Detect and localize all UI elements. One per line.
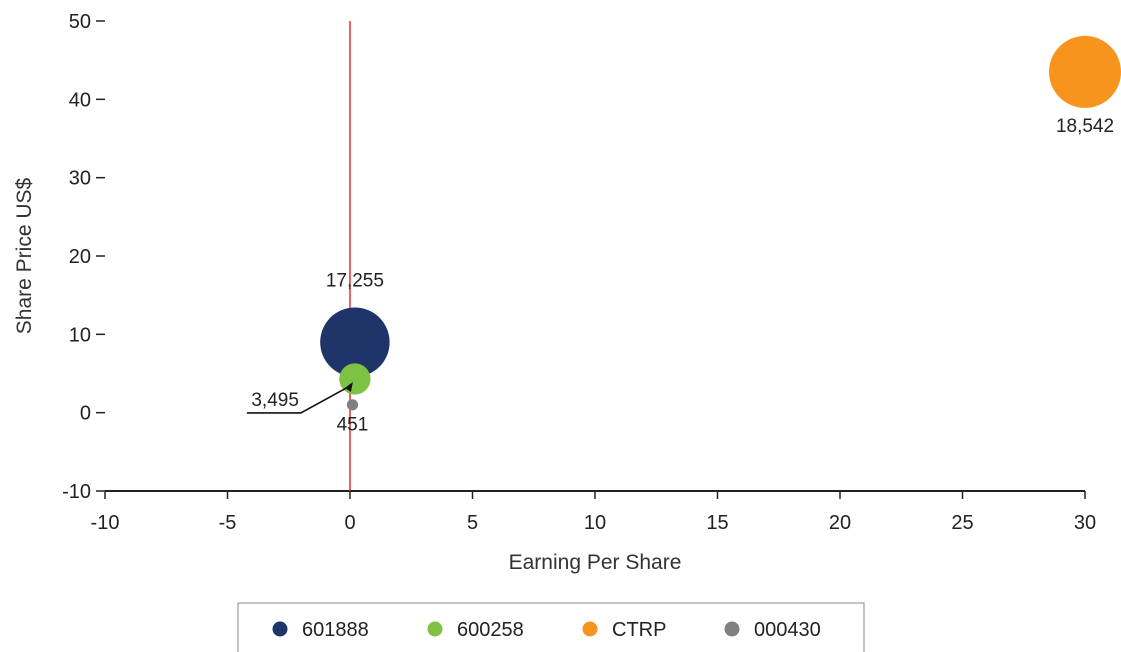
legend-label: 600258 [457,619,524,641]
legend-box [237,602,865,652]
x-tick-label: 30 [1074,512,1096,534]
legend-item-000430[interactable]: 000430 [724,619,821,641]
legend-marker [724,621,740,637]
legend-item-CTRP[interactable]: CTRP [582,619,667,641]
y-tick-label: 10 [69,324,91,346]
legend-label: 601888 [302,619,369,641]
x-tick-label: 5 [467,512,478,534]
x-tick-label: 25 [951,512,973,534]
bubble-label-000430: 451 [337,414,369,435]
x-tick-label: -10 [91,512,120,534]
label-leader-arrowhead [344,381,353,392]
bubble-601888[interactable] [320,307,390,377]
legend-item-601888[interactable]: 601888 [272,619,369,641]
y-tick-label: 0 [80,403,91,425]
label-leader-line [246,384,353,414]
x-tick-label: -5 [219,512,237,534]
legend-marker [272,621,288,637]
legend-marker [582,621,598,637]
y-tick-label: 40 [69,89,91,111]
legend: 601888 600258 CTRP 000430 [237,602,865,652]
x-tick-label: 0 [344,512,355,534]
bubble-label-CTRP: 18,542 [1056,116,1114,137]
legend-label: CTRP [612,619,666,641]
y-tick-label: 20 [69,246,91,268]
y-tick-label: 30 [69,168,91,190]
bubble-000430[interactable] [346,399,359,411]
legend-item-600258[interactable]: 600258 [427,619,524,641]
y-axis-title: Share Price US$ [13,177,36,334]
x-tick-label: 20 [829,512,851,534]
x-tick-label: 10 [584,512,606,534]
legend-marker [427,621,443,637]
x-tick-label: 15 [706,512,728,534]
y-tick-label: 50 [69,11,91,33]
x-axis-title: Earning Per Share [509,551,682,574]
bubble-label-600258: 3,495 [251,390,299,411]
bubble-label-601888: 17,255 [326,270,384,291]
legend-label: 000430 [754,619,821,641]
bubble-CTRP[interactable] [1049,35,1121,108]
y-tick-label: -10 [62,481,91,503]
